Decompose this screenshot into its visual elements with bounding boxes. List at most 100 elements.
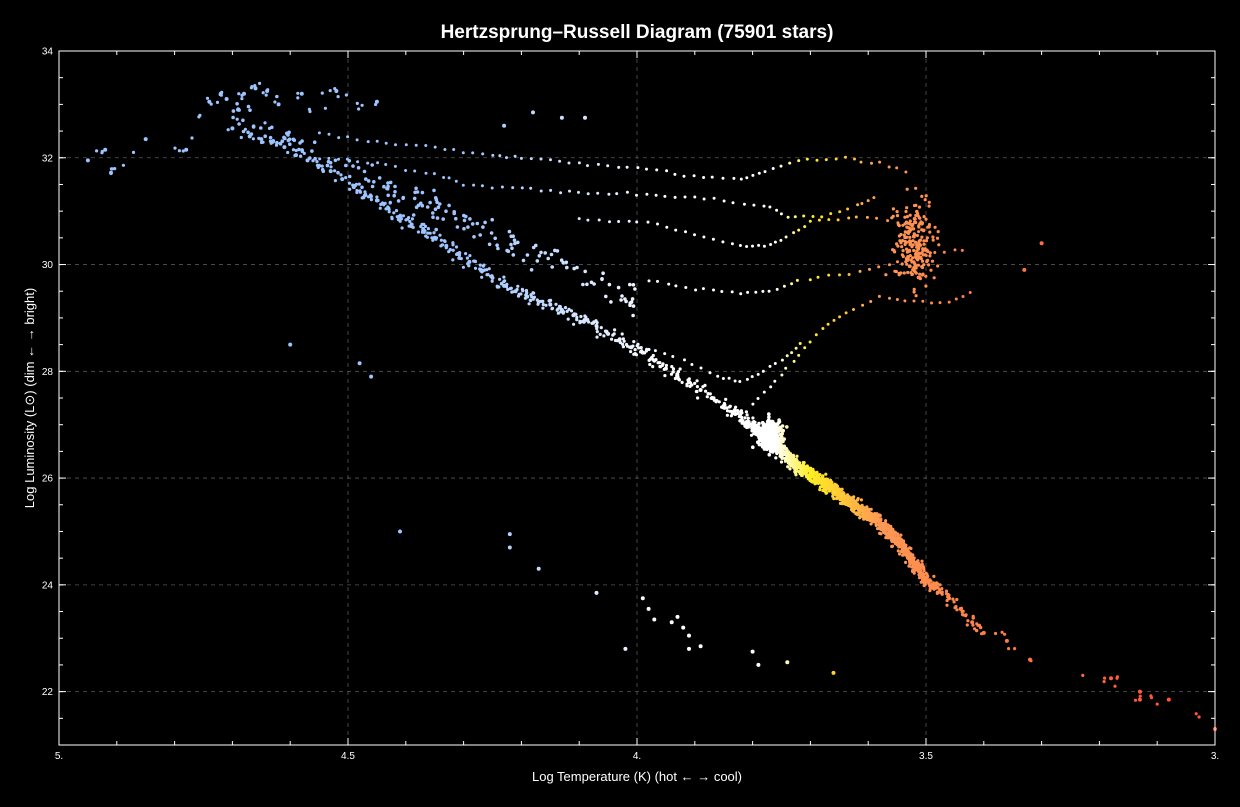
star-point bbox=[355, 188, 359, 193]
star-point bbox=[876, 527, 880, 531]
star-point bbox=[760, 445, 765, 449]
star-point bbox=[896, 549, 900, 553]
star-point bbox=[916, 263, 921, 267]
x-tick-label: 3.5 bbox=[919, 751, 933, 762]
star-point bbox=[471, 151, 475, 155]
star-point bbox=[751, 244, 754, 248]
star-point bbox=[370, 184, 375, 189]
star-point bbox=[977, 623, 982, 628]
star-point bbox=[393, 190, 397, 194]
star-point bbox=[511, 253, 516, 257]
star-point bbox=[577, 190, 580, 194]
star-point bbox=[805, 464, 809, 468]
star-point bbox=[598, 332, 602, 336]
star-point bbox=[711, 237, 715, 241]
star-point bbox=[398, 219, 402, 223]
star-point bbox=[466, 225, 470, 229]
star-point bbox=[333, 87, 337, 91]
star-point bbox=[761, 369, 765, 373]
star-point bbox=[896, 536, 900, 540]
star-point bbox=[263, 134, 268, 138]
star-point bbox=[869, 300, 873, 303]
star-point bbox=[215, 100, 220, 104]
star-point bbox=[658, 361, 662, 365]
star-point bbox=[550, 265, 554, 269]
star-point bbox=[653, 349, 657, 353]
star-point bbox=[830, 483, 834, 487]
star-point bbox=[376, 161, 380, 165]
star-point bbox=[727, 376, 731, 380]
star-point bbox=[695, 379, 699, 383]
star-point bbox=[907, 550, 911, 554]
star-point bbox=[507, 532, 512, 537]
star-point bbox=[512, 238, 517, 242]
star-point bbox=[553, 248, 557, 253]
star-point bbox=[798, 342, 802, 345]
star-point bbox=[613, 328, 617, 332]
y-tick-label: 30 bbox=[42, 260, 54, 271]
star-point bbox=[1138, 694, 1142, 698]
star-point bbox=[531, 291, 535, 295]
star-point bbox=[734, 405, 738, 409]
star-point bbox=[348, 187, 352, 191]
star-point bbox=[606, 164, 610, 168]
star-point bbox=[780, 428, 784, 433]
star-point bbox=[444, 246, 448, 250]
star-point bbox=[886, 523, 890, 527]
star-point bbox=[805, 157, 809, 161]
star-point bbox=[924, 194, 928, 198]
star-point bbox=[905, 247, 909, 251]
star-point bbox=[631, 283, 636, 287]
star-point bbox=[640, 596, 645, 601]
star-point bbox=[791, 453, 796, 457]
star-point bbox=[299, 154, 303, 158]
star-point bbox=[930, 586, 934, 590]
star-point bbox=[760, 429, 765, 434]
star-point bbox=[263, 121, 267, 125]
star-point bbox=[738, 244, 742, 247]
star-point bbox=[420, 190, 425, 195]
star-point bbox=[895, 166, 899, 170]
star-point bbox=[944, 592, 949, 596]
star-point bbox=[369, 374, 374, 379]
star-point bbox=[257, 136, 261, 140]
star-point bbox=[521, 258, 526, 263]
star-point bbox=[749, 433, 754, 437]
star-point bbox=[502, 275, 506, 279]
star-point bbox=[541, 302, 545, 307]
star-point bbox=[378, 206, 382, 210]
star-point bbox=[961, 609, 965, 613]
star-point bbox=[720, 290, 724, 293]
star-point bbox=[891, 248, 895, 252]
star-point bbox=[109, 171, 113, 176]
star-point bbox=[607, 282, 612, 287]
star-point bbox=[929, 268, 933, 272]
star-point bbox=[143, 137, 148, 142]
star-point bbox=[428, 231, 432, 235]
star-point bbox=[249, 86, 253, 90]
star-point bbox=[690, 363, 694, 366]
star-point bbox=[886, 536, 890, 540]
star-point bbox=[355, 138, 359, 142]
star-point bbox=[802, 461, 806, 465]
star-point bbox=[835, 484, 840, 488]
star-point bbox=[565, 309, 569, 313]
star-point bbox=[539, 189, 543, 193]
star-point bbox=[85, 158, 90, 163]
star-point bbox=[895, 214, 900, 218]
star-point bbox=[1081, 673, 1085, 678]
star-point bbox=[914, 294, 918, 298]
star-point bbox=[908, 239, 912, 244]
star-point bbox=[455, 225, 460, 229]
star-point bbox=[1004, 638, 1009, 643]
star-point bbox=[901, 223, 905, 227]
star-point bbox=[914, 566, 918, 570]
star-point bbox=[964, 613, 968, 617]
star-point bbox=[1000, 630, 1004, 634]
star-point bbox=[826, 484, 830, 488]
star-point bbox=[671, 367, 676, 371]
star-point bbox=[952, 600, 956, 604]
star-point bbox=[432, 188, 436, 193]
star-point bbox=[555, 308, 559, 312]
star-point bbox=[618, 341, 623, 345]
